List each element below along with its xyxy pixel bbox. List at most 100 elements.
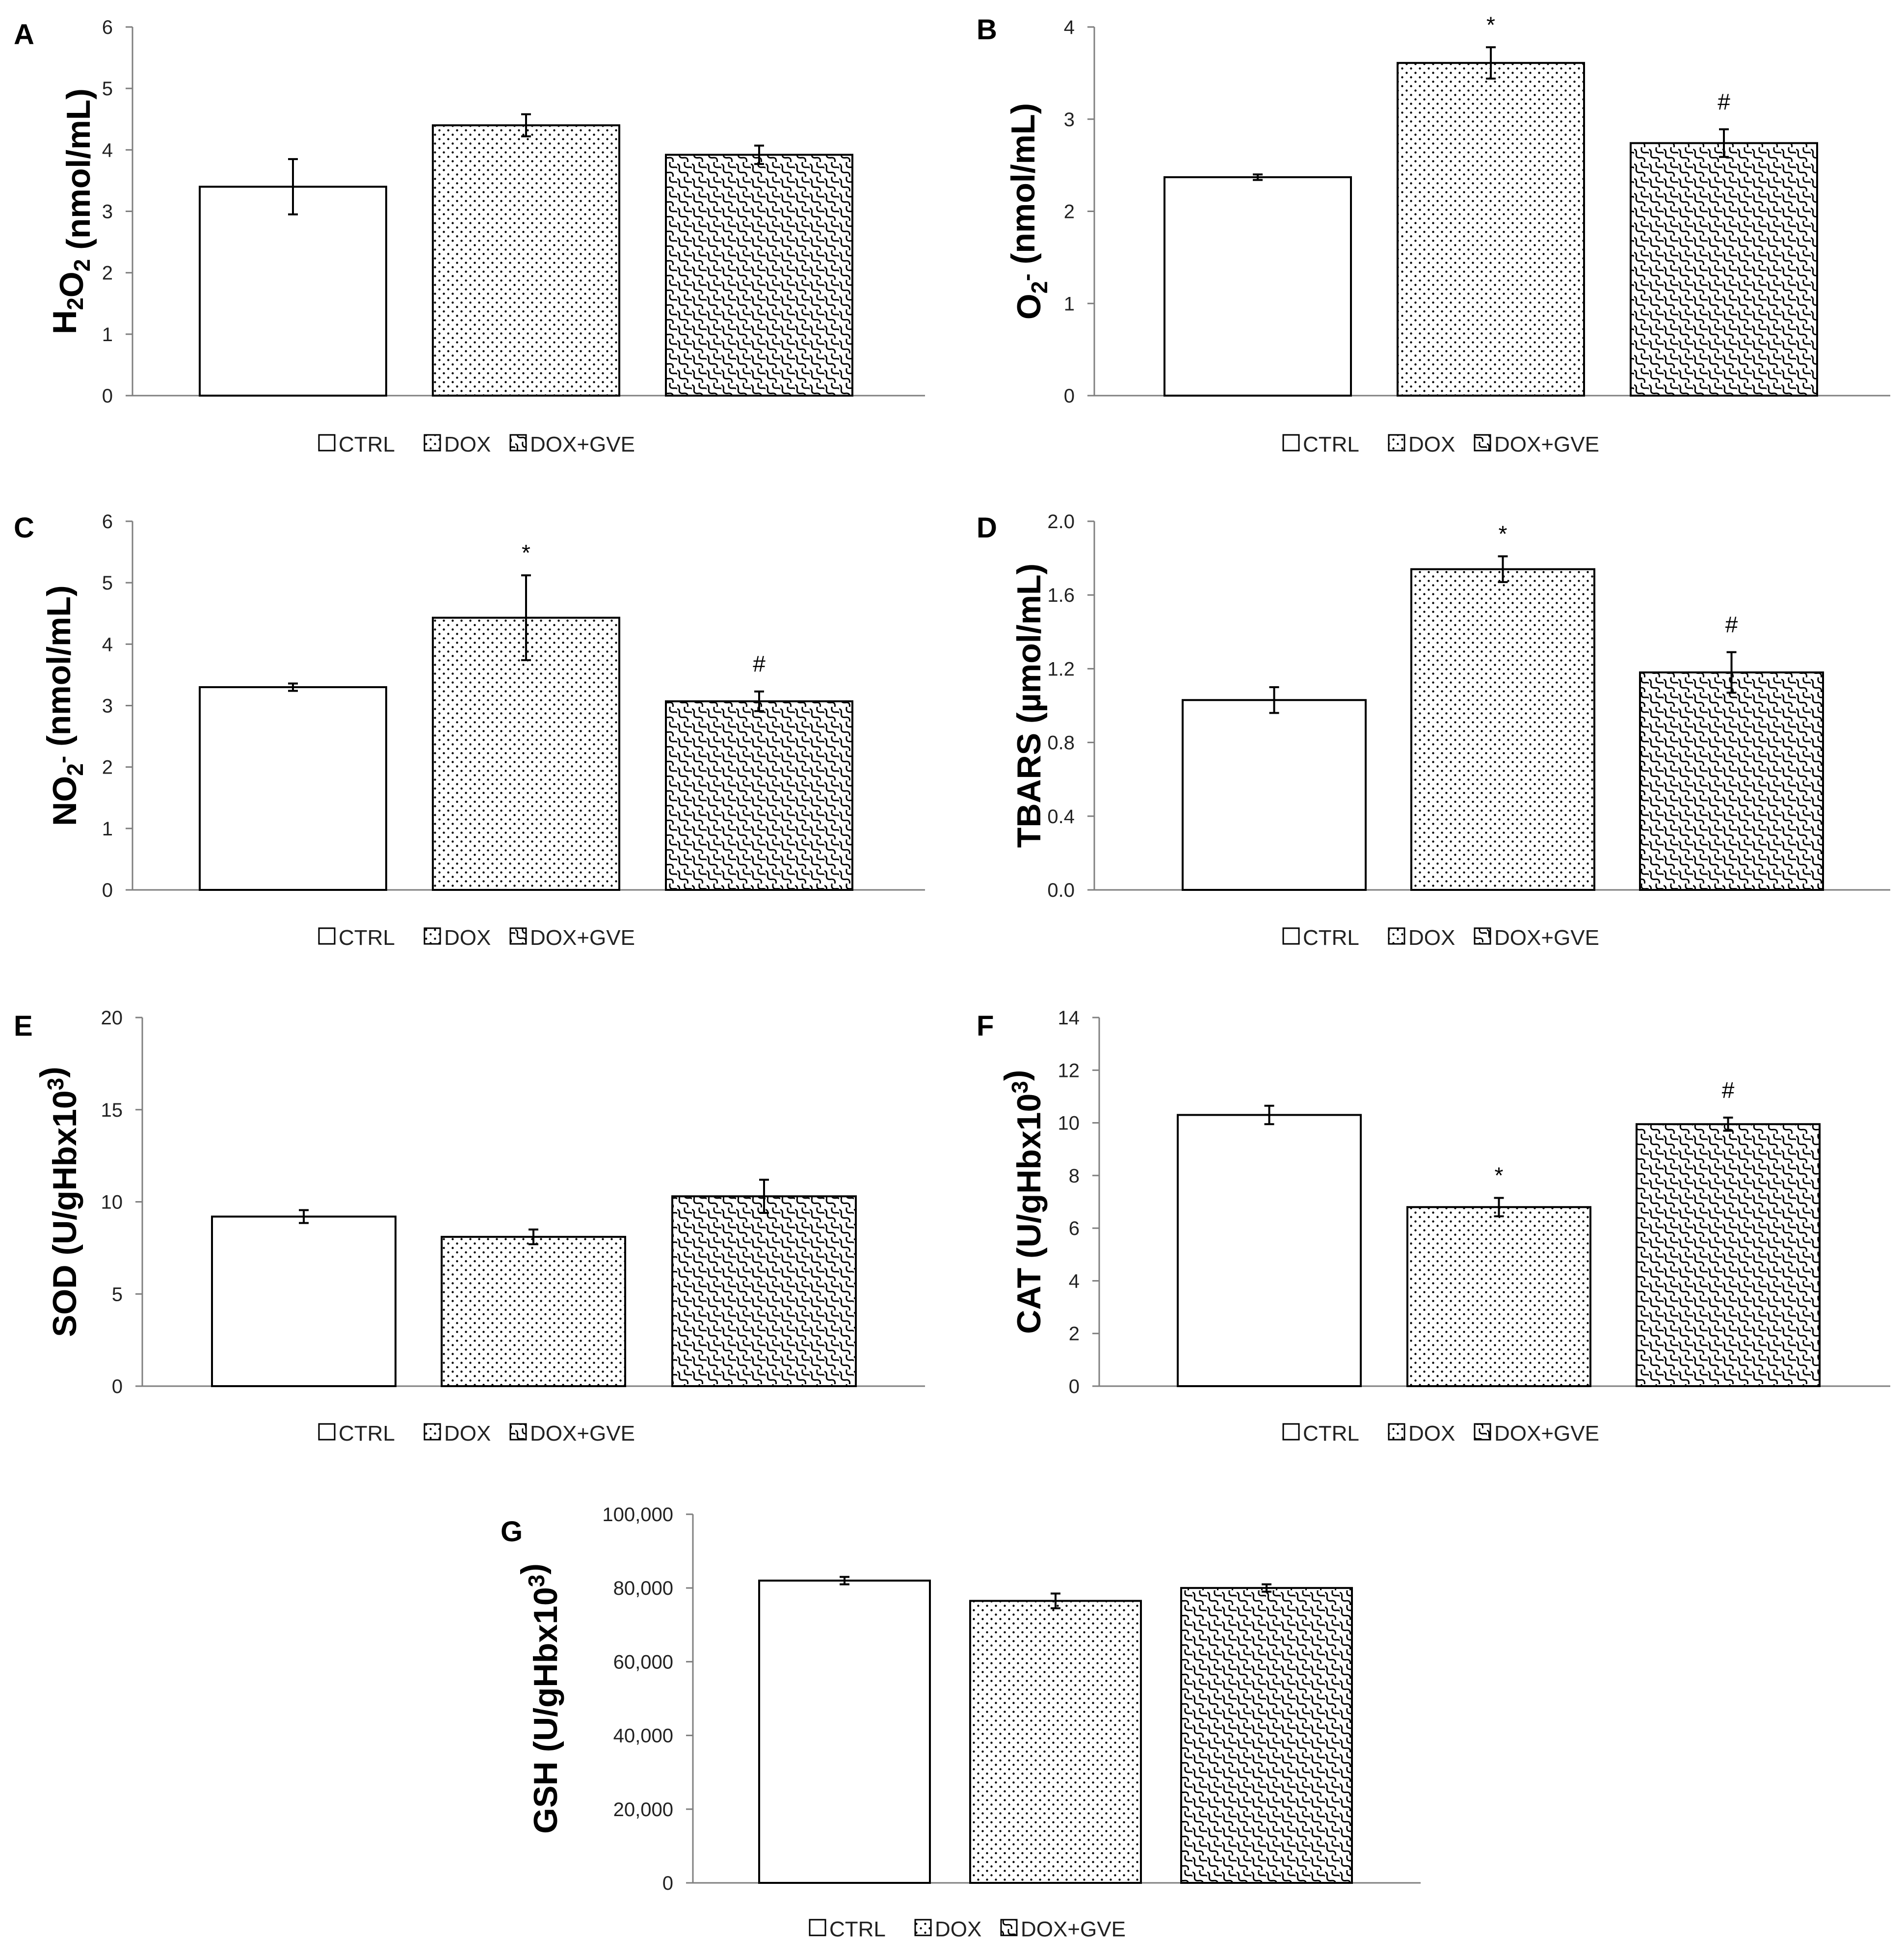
legend-label: CTRL bbox=[1303, 926, 1359, 950]
legend-label: DOX bbox=[1408, 926, 1455, 950]
legend-swatch bbox=[509, 1423, 527, 1441]
panel-a-tick-label: 3 bbox=[102, 201, 113, 223]
legend-swatch bbox=[809, 1919, 826, 1936]
legend-label: DOX+GVE bbox=[530, 432, 635, 456]
panel-f-tick-label: 4 bbox=[1069, 1270, 1080, 1292]
panel-b-bar-ctrl bbox=[1164, 176, 1352, 397]
panel-a-tick-label: 4 bbox=[102, 139, 113, 161]
legend-swatch bbox=[318, 1423, 336, 1441]
panel-d-tick-label: 1.2 bbox=[1047, 658, 1075, 680]
panel-d-bar-dox bbox=[1410, 568, 1595, 891]
panel-f-tick-label: 6 bbox=[1069, 1218, 1080, 1239]
panel-d: 0.0 0.4 0.8 1.2 1.6 2.0 * # D TBARS (µmol/mL) CTRL… bbox=[977, 511, 1890, 950]
legend-swatch bbox=[423, 1423, 441, 1441]
panel-a-error-bar bbox=[521, 113, 531, 137]
panel-d-legend: CTRL DOX DOX+GVE bbox=[1282, 926, 1599, 950]
panel-f-y-axis-label: CAT (U/gHbx103) bbox=[998, 1070, 1048, 1334]
legend-swatch bbox=[1474, 434, 1491, 452]
panel-c-y-axis-label: NO2- (nmol/mL) bbox=[40, 585, 88, 826]
panel-c-error-bar bbox=[288, 682, 298, 692]
panel-a-tick-label: 5 bbox=[102, 78, 113, 100]
panel-g-tick-label: 60,000 bbox=[613, 1651, 673, 1673]
panel-f-tick-label: 12 bbox=[1058, 1060, 1080, 1081]
panel-c-error-bar bbox=[521, 574, 531, 661]
panel-b-legend: CTRL DOX DOX+GVE bbox=[1282, 432, 1599, 456]
panel-e-tick-label: 15 bbox=[101, 1099, 123, 1121]
panel-d-tick-label: 2.0 bbox=[1047, 511, 1075, 533]
panel-g-letter: G bbox=[501, 1516, 523, 1548]
panel-e-error-bar bbox=[759, 1179, 769, 1214]
panel-e-bar-dox bbox=[441, 1235, 626, 1387]
panel-a-tick-label: 0 bbox=[102, 385, 113, 407]
panel-d-y-axis-label: TBARS (µmol/mL) bbox=[1010, 563, 1048, 848]
panel-c-bar-dox-gve bbox=[665, 700, 853, 891]
panel-g-tick-label: 40,000 bbox=[613, 1725, 673, 1747]
panel-f-letter: F bbox=[977, 1010, 994, 1042]
panel-d-tick-label: 0.8 bbox=[1047, 732, 1075, 754]
panel-b-significance-mark: * bbox=[1486, 12, 1495, 37]
panel-c-significance-mark: * bbox=[522, 540, 530, 565]
panel-g-error-bar bbox=[840, 1576, 849, 1585]
panel-d-error-bar bbox=[1498, 555, 1508, 583]
panel-c-tick-label: 2 bbox=[102, 757, 113, 778]
panel-d-letter: D bbox=[977, 512, 997, 544]
legend-label: CTRL bbox=[1303, 432, 1359, 456]
panel-c-error-bar bbox=[754, 690, 764, 712]
panel-e-tick-label: 5 bbox=[112, 1284, 123, 1305]
panel-g-bar-ctrl bbox=[758, 1580, 931, 1884]
panel-g-error-bar bbox=[1262, 1583, 1271, 1593]
legend-label: DOX bbox=[444, 926, 491, 950]
panel-g: 0 20,000 40,000 60,000 80,000 100,000 G GSH (U/… bbox=[501, 1504, 1421, 1941]
panel-f-significance-mark: # bbox=[1722, 1077, 1735, 1103]
panel-c-tick-label: 5 bbox=[102, 572, 113, 594]
legend-swatch bbox=[318, 927, 336, 945]
legend-swatch bbox=[914, 1919, 932, 1936]
panel-g-error-bar bbox=[1051, 1592, 1060, 1609]
panel-e-error-bar bbox=[299, 1209, 309, 1224]
legend-swatch bbox=[509, 927, 527, 945]
panel-f-significance-mark: * bbox=[1495, 1162, 1504, 1188]
panel-c-letter: C bbox=[14, 512, 34, 544]
panel-d-tick-label: 0.0 bbox=[1047, 880, 1075, 901]
legend-label: DOX bbox=[935, 1917, 981, 1941]
panel-b-letter: B bbox=[977, 14, 997, 46]
panel-e-tick-label: 20 bbox=[101, 1007, 123, 1029]
panel-b-tick-label: 1 bbox=[1064, 293, 1075, 315]
panel-a-bar-ctrl bbox=[199, 186, 387, 397]
panel-e-bar-dox-gve bbox=[671, 1195, 857, 1388]
panel-a-letter: A bbox=[14, 19, 34, 51]
panel-e-y-axis-label: SOD (U/gHbx103) bbox=[33, 1067, 83, 1337]
panel-b-tick-label: 0 bbox=[1064, 385, 1075, 407]
panel-d-significance-mark: * bbox=[1499, 521, 1507, 546]
panel-c-tick-label: 1 bbox=[102, 818, 113, 840]
panel-c-tick-label: 3 bbox=[102, 696, 113, 717]
panel-f-bar-dox bbox=[1406, 1206, 1591, 1387]
panel-e-letter: E bbox=[14, 1010, 33, 1042]
legend-label: CTRL bbox=[1303, 1421, 1359, 1446]
panel-c-tick-label: 6 bbox=[102, 511, 113, 533]
panel-f-error-bar bbox=[1264, 1104, 1274, 1126]
panel-c-bar-dox bbox=[432, 617, 620, 891]
legend-label: DOX+GVE bbox=[530, 926, 635, 950]
panel-e-tick-label: 10 bbox=[101, 1192, 123, 1213]
legend-swatch bbox=[509, 434, 527, 452]
legend-label: DOX bbox=[444, 432, 491, 456]
panel-a-tick-label: 6 bbox=[102, 17, 113, 38]
panel-d-tick-label: 1.6 bbox=[1047, 585, 1075, 606]
panel-d-tick-label: 0.4 bbox=[1047, 806, 1075, 828]
panel-c-legend: CTRL DOX DOX+GVE bbox=[318, 926, 635, 950]
panel-c-significance-mark: # bbox=[753, 651, 766, 677]
legend-swatch bbox=[1474, 1423, 1491, 1441]
legend-label: CTRL bbox=[339, 1421, 395, 1446]
panel-f-legend: CTRL DOX DOX+GVE bbox=[1282, 1421, 1599, 1446]
legend-label: DOX+GVE bbox=[1494, 926, 1599, 950]
panel-f-error-bar bbox=[1494, 1197, 1504, 1218]
panel-c-tick-label: 0 bbox=[102, 880, 113, 901]
panel-c-bar-ctrl bbox=[199, 686, 387, 891]
legend-swatch bbox=[1388, 434, 1405, 452]
panel-e-tick-label: 0 bbox=[112, 1376, 123, 1397]
panel-f-tick-label: 8 bbox=[1069, 1165, 1080, 1187]
panel-f-bar-dox-gve bbox=[1636, 1123, 1821, 1388]
panel-g-tick-label: 80,000 bbox=[613, 1578, 673, 1599]
legend-label: CTRL bbox=[339, 926, 395, 950]
